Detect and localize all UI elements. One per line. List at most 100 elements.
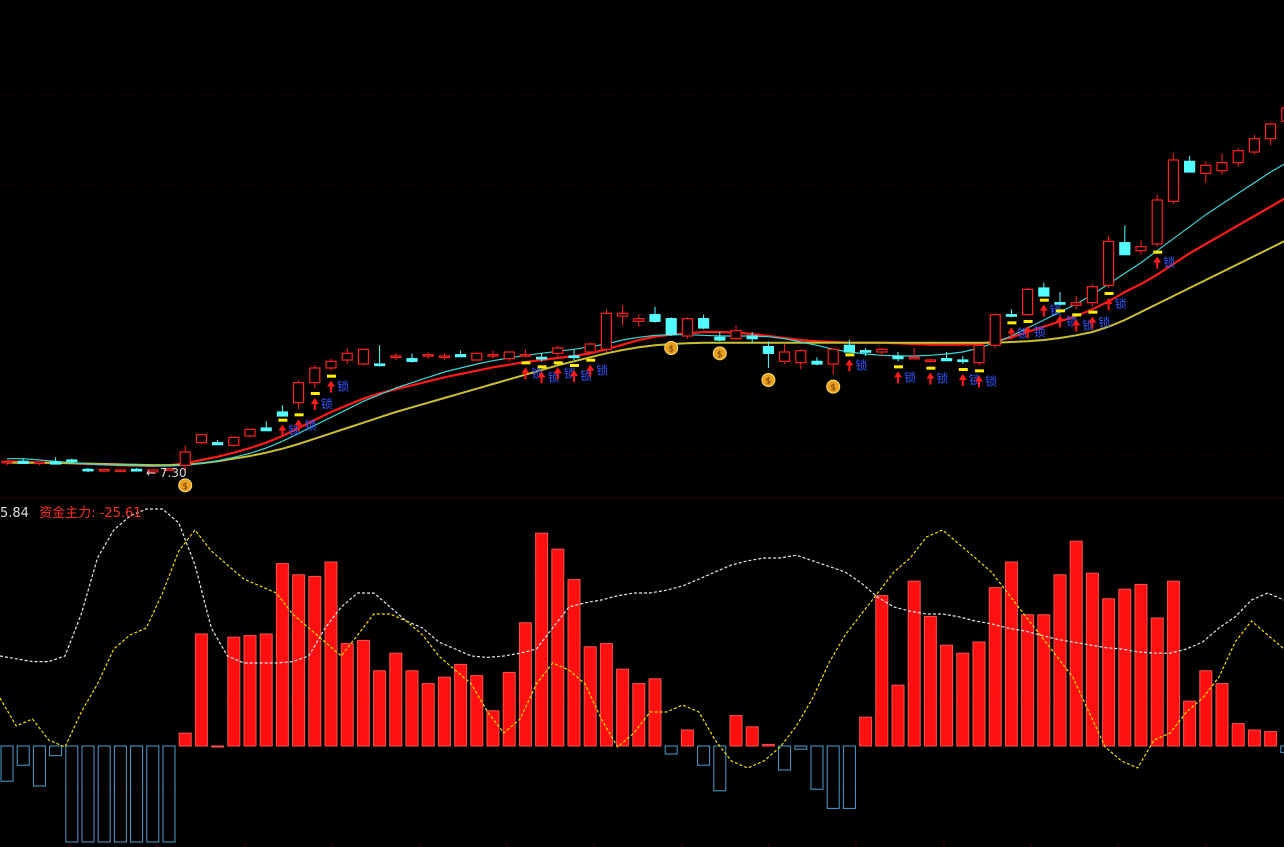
candle-body bbox=[1070, 302, 1082, 306]
money-bar-positive bbox=[567, 579, 581, 747]
indicator-header: 5.84 资金主力: -25.61 bbox=[0, 502, 142, 521]
money-bag-symbol: $ bbox=[830, 383, 836, 393]
candle-body bbox=[131, 468, 143, 472]
candle bbox=[1216, 153, 1228, 175]
lock-label: 锁 bbox=[936, 371, 948, 386]
candle-body bbox=[17, 460, 29, 464]
candle-body bbox=[1102, 240, 1115, 286]
up-arrow-icon bbox=[1039, 304, 1048, 317]
ma-short-line bbox=[6, 197, 1284, 468]
candle bbox=[1200, 161, 1212, 183]
candle-body bbox=[633, 318, 645, 322]
candle bbox=[535, 353, 548, 362]
money-bar-negative bbox=[713, 745, 727, 792]
money-bar-positive bbox=[1150, 617, 1164, 747]
candle-body bbox=[714, 336, 726, 341]
candle-body bbox=[762, 346, 775, 354]
candle bbox=[1264, 122, 1277, 146]
money-bar-positive bbox=[470, 675, 484, 747]
candle-body bbox=[1200, 164, 1212, 174]
candle-body bbox=[1054, 302, 1066, 305]
candle-body bbox=[859, 350, 872, 353]
candle bbox=[1248, 134, 1261, 155]
candle-body bbox=[422, 354, 434, 357]
money-bar-positive bbox=[437, 676, 451, 747]
money-bar-positive bbox=[421, 683, 435, 747]
candle bbox=[989, 313, 1001, 348]
candle-body bbox=[195, 434, 207, 444]
candle-body bbox=[49, 461, 62, 465]
money-bar-positive bbox=[324, 561, 338, 747]
signal-bar bbox=[926, 366, 936, 370]
money-bar-positive bbox=[761, 743, 775, 747]
money-bar-negative bbox=[826, 745, 840, 809]
up-arrow-icon bbox=[537, 371, 546, 384]
signal-bar bbox=[537, 365, 547, 369]
lock-label: 锁 bbox=[1098, 315, 1110, 330]
signal-bar bbox=[553, 361, 563, 365]
candle-body bbox=[1264, 123, 1277, 140]
candle-body bbox=[1, 460, 13, 464]
candle bbox=[374, 345, 386, 367]
signal-bar bbox=[1104, 292, 1114, 295]
money-bar-negative bbox=[162, 745, 176, 843]
candle-body bbox=[940, 358, 953, 362]
candle bbox=[309, 365, 321, 388]
candle bbox=[406, 353, 418, 363]
money-bar-negative bbox=[842, 745, 856, 809]
candle bbox=[390, 353, 402, 360]
money-bar-positive bbox=[486, 710, 500, 747]
money-bar-positive bbox=[227, 636, 241, 747]
money-bar-negative bbox=[130, 745, 144, 843]
candle-body bbox=[325, 360, 337, 369]
candle bbox=[730, 325, 742, 340]
candle-body bbox=[519, 354, 532, 357]
money-bar-positive bbox=[518, 622, 532, 747]
candle-body bbox=[957, 359, 969, 363]
up-arrow-icon bbox=[1007, 327, 1016, 340]
money-bar-positive bbox=[292, 574, 306, 747]
price-low-label: ← 7.30 bbox=[146, 466, 187, 480]
candle bbox=[163, 468, 175, 471]
candle bbox=[795, 349, 807, 370]
candle bbox=[924, 358, 937, 363]
candle bbox=[1232, 148, 1244, 167]
signal-bar bbox=[327, 374, 336, 378]
candle-body bbox=[843, 344, 856, 353]
candle bbox=[244, 428, 256, 438]
candle bbox=[341, 348, 353, 364]
candle-body bbox=[600, 312, 613, 350]
candle-body bbox=[406, 358, 418, 362]
money-bar-positive bbox=[243, 635, 257, 747]
candle bbox=[1005, 309, 1018, 318]
candle bbox=[908, 348, 920, 360]
candle-body bbox=[876, 348, 888, 353]
money-bar-positive bbox=[956, 652, 970, 747]
signal-bar bbox=[845, 353, 855, 357]
lock-label: 锁 bbox=[337, 379, 349, 394]
candle bbox=[681, 317, 694, 339]
candle bbox=[519, 349, 532, 358]
candle bbox=[746, 332, 758, 343]
candle-body bbox=[1281, 107, 1284, 122]
indicator-name: 资金主力: bbox=[39, 506, 96, 521]
candle bbox=[471, 352, 483, 362]
candle bbox=[1119, 225, 1131, 256]
lock-label: 锁 bbox=[564, 365, 576, 380]
candle-body bbox=[163, 468, 175, 471]
up-arrow-icon bbox=[1088, 316, 1097, 329]
money-bar-negative bbox=[32, 745, 46, 787]
up-arrow-icon bbox=[310, 398, 319, 410]
candle-body bbox=[309, 367, 321, 384]
lock-label: 锁 bbox=[288, 423, 300, 438]
candle-body bbox=[341, 352, 353, 361]
money-bar-positive bbox=[1247, 729, 1261, 747]
candle bbox=[649, 306, 661, 323]
candle-body bbox=[1021, 288, 1034, 316]
candle-body bbox=[293, 382, 305, 404]
candle-body bbox=[811, 360, 823, 365]
money-bar-positive bbox=[680, 729, 694, 747]
signal-bar bbox=[1023, 320, 1033, 323]
up-arrow-icon bbox=[553, 367, 562, 380]
candle-body bbox=[1086, 286, 1099, 304]
